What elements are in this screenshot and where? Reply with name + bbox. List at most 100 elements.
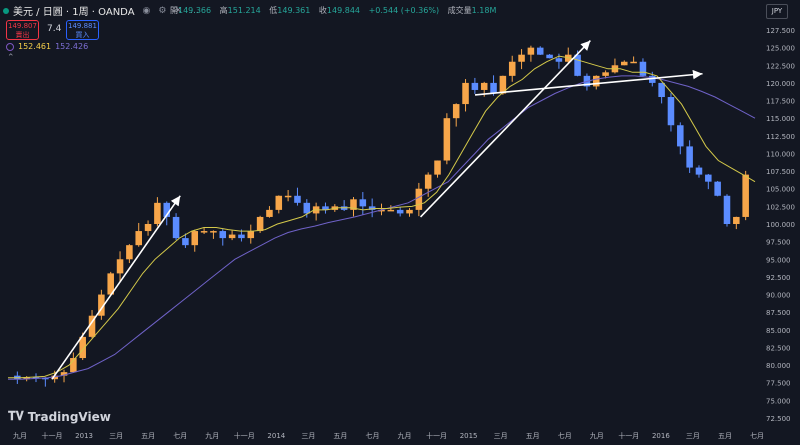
candle-body xyxy=(658,82,665,98)
candle-body xyxy=(602,72,609,76)
symbol-label[interactable]: 美元 / 日圓 · 1周 · OANDA xyxy=(13,7,135,18)
trend-arrow xyxy=(419,40,591,218)
more-icon[interactable]: … xyxy=(190,5,200,16)
buy-button[interactable]: 149.881 買入 xyxy=(66,20,99,40)
x-tick-label: 五月 xyxy=(141,432,155,440)
x-tick-label: 九月 xyxy=(205,431,219,440)
candle-body xyxy=(359,199,367,207)
candle-body xyxy=(630,61,637,64)
sell-button[interactable]: 149.807 賣出 xyxy=(6,20,39,40)
x-tick-label: 九月 xyxy=(398,431,412,440)
candle-body xyxy=(256,216,264,232)
collapse-icon[interactable]: ⌃ xyxy=(7,53,15,63)
candle-body xyxy=(247,231,255,239)
x-tick-label: 七月 xyxy=(558,431,572,440)
trend-arrow xyxy=(51,195,181,380)
eye-icon[interactable]: ◉ xyxy=(142,5,151,16)
y-tick-label: 90.000 xyxy=(766,292,791,300)
ma-fast-value: 152.461 xyxy=(18,42,52,51)
candle-body xyxy=(667,97,675,126)
y-tick-label: 112.500 xyxy=(766,133,795,141)
candle-body xyxy=(705,174,712,182)
y-tick-label: 127.500 xyxy=(766,27,795,35)
candle-body xyxy=(135,231,142,246)
y-tick-label: 92.500 xyxy=(766,274,791,282)
x-tick-label: 三月 xyxy=(494,432,508,440)
y-tick-label: 125.000 xyxy=(766,45,795,53)
x-tick-label: 五月 xyxy=(333,432,347,440)
candle-body xyxy=(266,209,273,217)
close-value: 149.844 xyxy=(326,6,361,15)
candle-body xyxy=(396,209,404,214)
candle-body xyxy=(42,377,49,380)
candle-body xyxy=(368,206,376,210)
tradingview-logo[interactable]: 𝐓𝐕 TradingView xyxy=(8,409,111,424)
x-tick-label: 十一月 xyxy=(234,431,255,440)
x-tick-label: 十一月 xyxy=(426,431,447,440)
x-tick-label: 2013 xyxy=(75,432,93,440)
candle-body xyxy=(742,174,749,217)
y-tick-label: 100.000 xyxy=(766,221,795,229)
candle-body xyxy=(462,82,469,105)
x-tick-label: 三月 xyxy=(109,432,123,440)
close-icon[interactable]: ✕ xyxy=(174,5,183,16)
tv-logo-icon: 𝐓𝐕 xyxy=(8,409,24,423)
y-tick-label: 105.000 xyxy=(766,186,795,194)
candle-body xyxy=(677,125,684,147)
indicator-legend[interactable]: 152.461 152.426 xyxy=(6,42,88,51)
candle-body xyxy=(284,195,292,198)
candle-body xyxy=(378,209,385,212)
candle-body xyxy=(415,188,423,210)
symbol-title[interactable]: 美元 / 日圓 · 1周 · OANDA ◉ ⚙ ✕ … xyxy=(3,3,199,18)
currency-badge[interactable]: JPY xyxy=(766,4,788,19)
candle-body xyxy=(219,231,227,239)
candle-body xyxy=(443,118,451,161)
indicator-icon xyxy=(6,42,14,51)
market-status-icon xyxy=(3,7,9,14)
candle-body xyxy=(649,75,656,83)
candle-body xyxy=(294,195,301,203)
candle-body xyxy=(452,104,460,119)
low-value: 149.361 xyxy=(277,6,311,15)
y-tick-label: 95.000 xyxy=(766,256,791,264)
x-tick-label: 十一月 xyxy=(618,431,639,440)
candle-body xyxy=(434,160,441,175)
y-tick-label: 87.500 xyxy=(766,309,791,317)
candle-body xyxy=(518,54,525,62)
candle-body xyxy=(32,377,40,379)
candle-body xyxy=(154,202,161,224)
candle-body xyxy=(490,82,497,94)
x-tick-label: 三月 xyxy=(301,432,315,440)
spread-value: 7.4 xyxy=(47,24,62,34)
y-tick-label: 82.500 xyxy=(766,344,791,352)
candle-body xyxy=(723,195,731,224)
candle-body xyxy=(60,372,68,376)
settings-icon[interactable]: ⚙ xyxy=(158,5,167,16)
x-tick-label: 2016 xyxy=(652,432,670,440)
candle-body xyxy=(116,259,124,274)
y-tick-label: 115.000 xyxy=(766,115,795,123)
candle-body xyxy=(210,231,217,233)
trend-arrow xyxy=(474,69,703,96)
volume-value: 1.18M xyxy=(471,6,497,15)
y-tick-label: 122.500 xyxy=(766,62,795,70)
candle-body xyxy=(546,54,553,59)
candle-body xyxy=(172,216,180,239)
candle-body xyxy=(499,75,507,94)
y-tick-label: 97.500 xyxy=(766,239,791,247)
candle-body xyxy=(733,216,740,224)
candle-body xyxy=(228,234,236,239)
candle-body xyxy=(574,54,581,76)
candle-body xyxy=(191,231,199,246)
candle-body xyxy=(23,377,30,380)
candle-body xyxy=(686,146,693,168)
x-tick-label: 七月 xyxy=(750,431,764,440)
y-tick-label: 77.500 xyxy=(766,380,791,388)
candle-body xyxy=(406,209,413,214)
candle-body xyxy=(182,238,189,246)
candle-body xyxy=(350,199,357,210)
y-tick-label: 72.500 xyxy=(766,415,791,423)
ma-slow-line xyxy=(8,75,756,380)
ma-fast-line xyxy=(8,55,756,379)
